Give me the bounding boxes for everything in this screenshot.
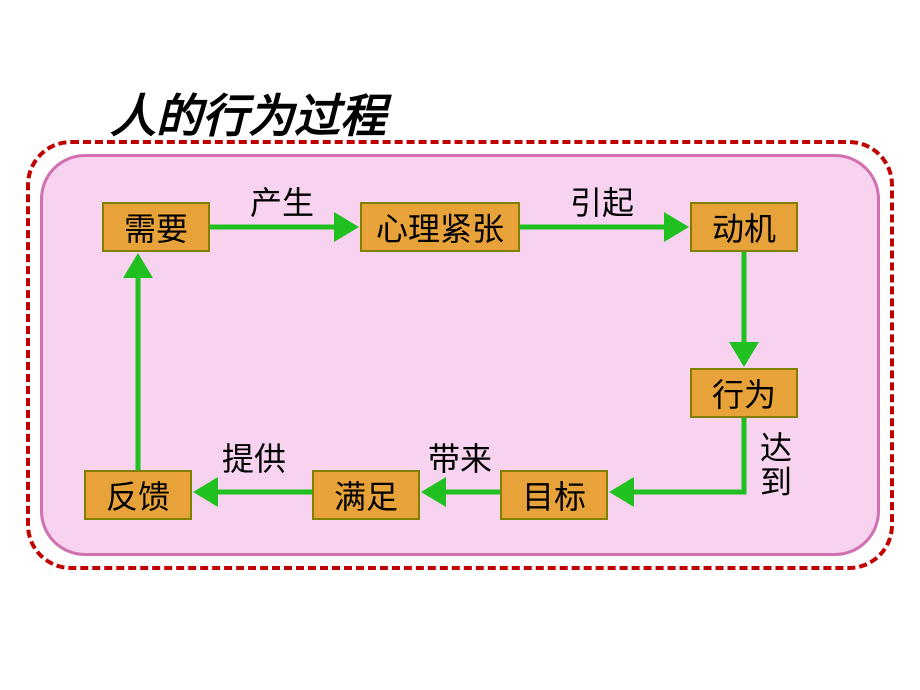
diagram-title: 人的行为过程 (110, 80, 386, 146)
node-goal: 目标 (500, 470, 608, 520)
node-need: 需要 (102, 202, 210, 252)
edge-label-behavior-goal: 达到 (760, 432, 798, 499)
node-behavior: 行为 (690, 368, 798, 418)
edge-label-tension-motive: 引起 (570, 178, 634, 224)
edge-label-goal-satisfy: 带来 (428, 434, 492, 480)
node-tension: 心理紧张 (360, 202, 520, 252)
node-motive: 动机 (690, 202, 798, 252)
node-satisfy: 满足 (312, 470, 420, 520)
edge-label-satisfy-feedback: 提供 (222, 434, 286, 480)
edge-label-need-tension: 产生 (250, 178, 314, 224)
node-feedback: 反馈 (84, 470, 192, 520)
